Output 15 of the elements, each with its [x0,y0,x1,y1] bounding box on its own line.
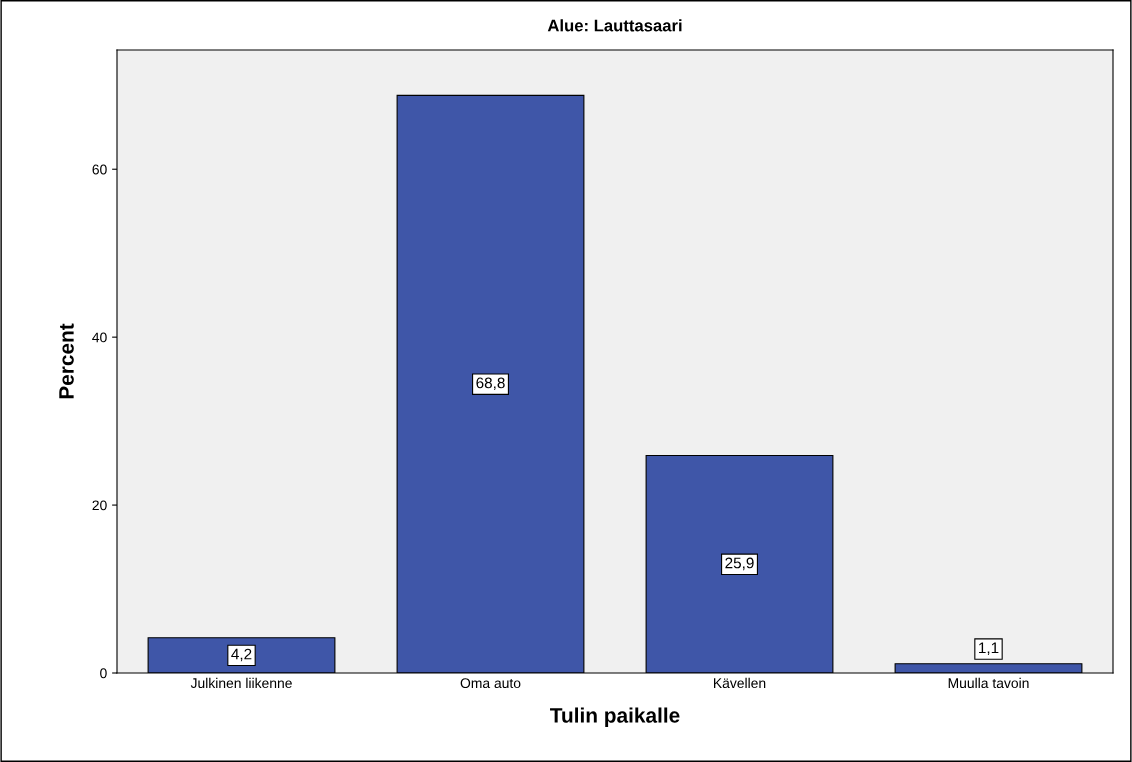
y-axis-title: Percent [59,323,74,399]
y-tick-label: 0 [100,668,107,679]
x-tick-label: Oma auto [460,678,521,689]
x-tick-label: Julkinen liikenne [190,677,292,689]
x-tick-label: Kävellen [714,677,766,689]
x-tick-label: Muulla tavoin [948,677,1029,689]
y-tick-label: 60 [92,164,107,175]
data-label: 1,1 [979,642,999,655]
chart-title: Alue: Lauttasaari [547,19,682,32]
data-label: 25,9 [725,557,754,571]
y-tick-label: 40 [92,332,107,343]
y-tick-label: 20 [92,500,107,511]
data-label: 68,8 [476,377,505,391]
x-axis-title: Tulin paikalle [550,707,680,727]
data-label: 4,2 [231,648,252,662]
